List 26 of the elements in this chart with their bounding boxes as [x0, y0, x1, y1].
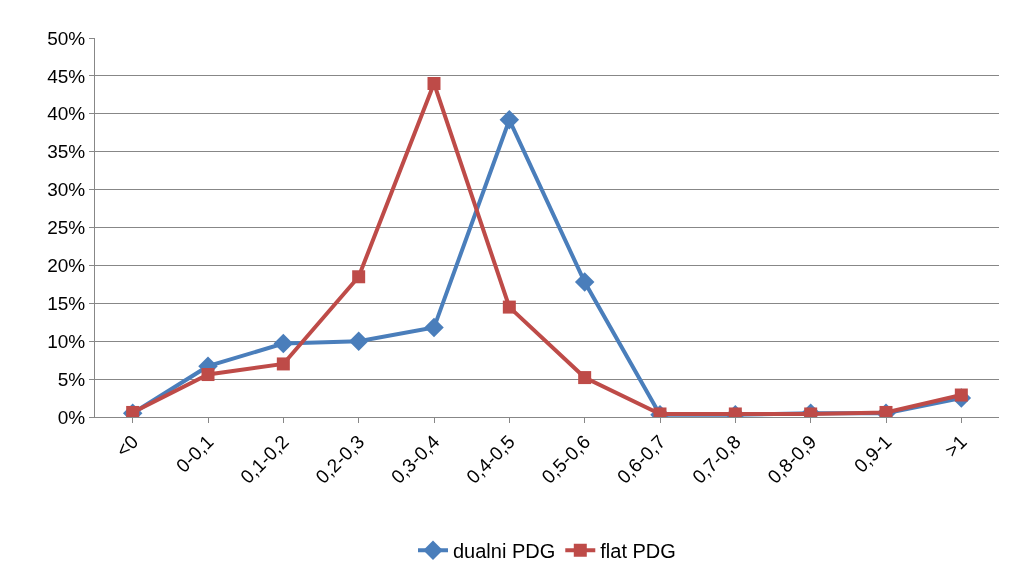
y-tick-label: 40%	[47, 103, 86, 125]
y-tick-label: 15%	[47, 292, 86, 314]
y-tick-label: 20%	[47, 255, 86, 277]
point	[201, 368, 215, 382]
legend-label: dualni PDG	[453, 540, 556, 562]
point	[276, 357, 290, 371]
point	[352, 270, 366, 284]
y-tick-label: 0%	[57, 406, 86, 428]
point	[578, 371, 592, 385]
legend-label: flat PDG	[600, 540, 676, 562]
point	[424, 317, 444, 338]
y-tick-label: 50%	[47, 27, 86, 49]
x-tick-label: >1	[940, 431, 971, 462]
point	[273, 333, 294, 354]
point	[574, 272, 595, 292]
y-tick-label: 35%	[47, 141, 86, 163]
point	[348, 331, 369, 351]
y-tick-label: 5%	[57, 368, 86, 390]
y-tick-label: 45%	[47, 65, 86, 87]
x-tick-label: <0	[112, 431, 143, 462]
point	[499, 110, 520, 130]
y-tick-label: 30%	[47, 179, 86, 201]
point	[502, 300, 516, 314]
point	[126, 405, 140, 417]
y-tick-label: 25%	[47, 217, 86, 239]
y-tick-label: 10%	[47, 330, 86, 352]
